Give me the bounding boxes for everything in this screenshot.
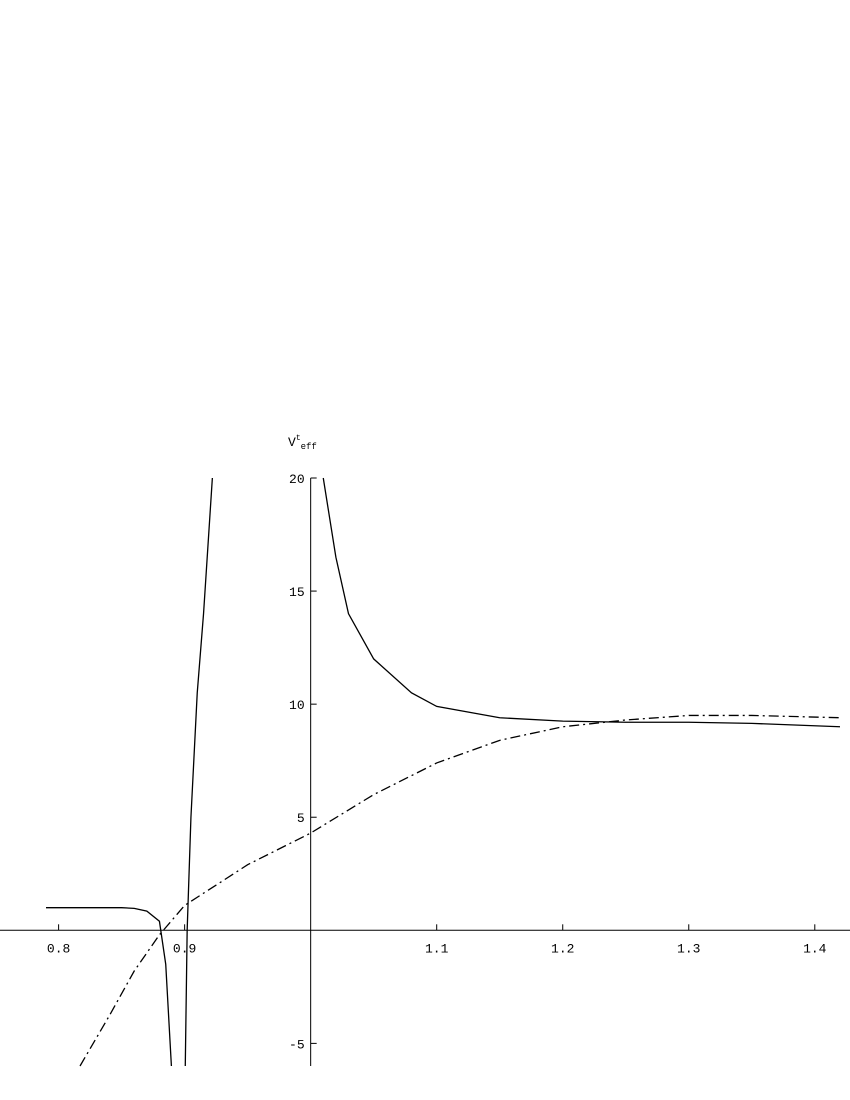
x-tick-label: 0.9 bbox=[173, 941, 196, 956]
x-tick-label: 1.4 bbox=[803, 941, 827, 956]
x-tick-label: 1.2 bbox=[551, 941, 574, 956]
y-axis-label: Vteff bbox=[288, 434, 317, 452]
series-line bbox=[79, 714, 841, 1067]
series-line bbox=[46, 477, 841, 1067]
y-tick-label: 5 bbox=[297, 811, 305, 826]
y-tick-label: 20 bbox=[289, 472, 305, 487]
y-label-sup: t bbox=[296, 434, 301, 443]
y-label-sub: eff bbox=[301, 442, 317, 452]
y-tick-label: 10 bbox=[289, 698, 305, 713]
x-tick-label: 1.1 bbox=[425, 941, 449, 956]
y-tick-label: 15 bbox=[289, 585, 305, 600]
y-tick-label: -5 bbox=[289, 1037, 305, 1052]
y-label-base: V bbox=[288, 435, 296, 450]
x-tick-label: 0.8 bbox=[47, 941, 70, 956]
x-tick-label: 1.3 bbox=[677, 941, 700, 956]
